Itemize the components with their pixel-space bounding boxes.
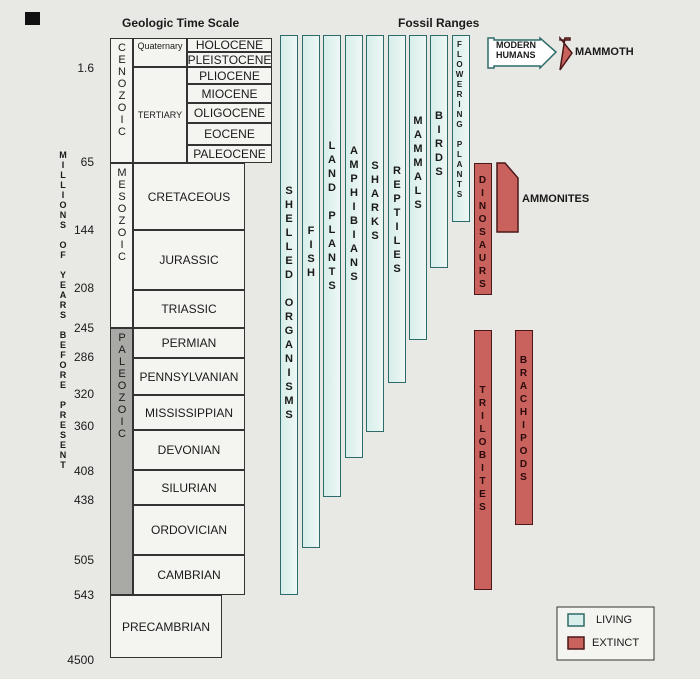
mammoth-label: MAMMOTH [575, 46, 634, 58]
era-cell [110, 163, 133, 328]
humans-arrow [487, 36, 558, 70]
extinct-bar [474, 163, 492, 295]
living-bar [430, 35, 448, 268]
epoch: PLEISTOCENE [187, 52, 272, 67]
time-label: 208 [73, 281, 94, 295]
legend-living: LIVING [596, 614, 633, 626]
time-label: 286 [73, 350, 94, 364]
living-label: SHELLED ORGANISMS [283, 185, 295, 423]
epoch: OLIGOCENE [187, 103, 272, 123]
extinct-label: DINOSAURS [477, 175, 488, 292]
living-bar [452, 35, 470, 222]
living-bar [280, 35, 298, 595]
epoch: PLIOCENE [187, 67, 272, 84]
epoch: EOCENE [187, 123, 272, 145]
period: DEVONIAN [133, 430, 245, 470]
living-bar [366, 35, 384, 432]
era-label: PALEOZOIC [116, 332, 128, 440]
living-bar [302, 35, 320, 548]
fossil-title: Fossil Ranges [398, 16, 480, 30]
legend-extinct-swatch [567, 636, 585, 650]
subdivision: TERTIARY [133, 67, 187, 163]
period: CRETACEOUS [133, 163, 245, 230]
period: CAMBRIAN [133, 555, 245, 595]
time-label: 245 [73, 321, 94, 335]
living-bar [345, 35, 363, 458]
time-label: 1.6 [77, 61, 94, 75]
time-label: 65 [80, 155, 94, 169]
extinct-bar [515, 330, 533, 525]
ammonites-shape [496, 162, 519, 233]
era-label: CENOZOIC [116, 42, 128, 138]
time-label: 320 [73, 387, 94, 401]
corner-mark [25, 12, 40, 25]
period: PENNSYLVANIAN [133, 358, 245, 395]
living-label: FISH [305, 225, 317, 281]
legend-extinct: EXTINCT [592, 637, 640, 649]
humans-label: MODERN HUMANS [496, 40, 536, 60]
time-label: 438 [73, 493, 94, 507]
living-label: REPTILES [391, 165, 403, 277]
era-cell [110, 328, 133, 595]
period: JURASSIC [133, 230, 245, 290]
living-label: LAND PLANTS [326, 140, 338, 294]
mammoth-arrow [559, 35, 573, 71]
time-label: 408 [73, 464, 94, 478]
extinct-label: BRACHIPODS [518, 355, 529, 485]
time-scale-title: Geologic Time Scale [122, 16, 240, 30]
era-label: MESOZOIC [116, 167, 128, 263]
living-label: MAMMALS [412, 115, 424, 213]
period: PERMIAN [133, 328, 245, 358]
period: ORDOVICIAN [133, 505, 245, 555]
epoch: MIOCENE [187, 84, 272, 103]
living-bar [323, 35, 341, 497]
time-label: 505 [73, 553, 94, 567]
time-label: 4500 [67, 653, 94, 667]
subdivision: Quaternary [133, 38, 187, 67]
living-label: BIRDS [433, 110, 445, 180]
time-label: 360 [73, 419, 94, 433]
period: TRIASSIC [133, 290, 245, 328]
living-label: SHARKS [369, 160, 381, 244]
living-bar [388, 35, 406, 383]
epoch: HOLOCENE [187, 38, 272, 52]
extinct-label: TRILOBITES [477, 385, 488, 515]
period: SILURIAN [133, 470, 245, 505]
era-cell [110, 38, 133, 163]
period: PRECAMBRIAN [110, 595, 222, 658]
time-label: 543 [73, 588, 94, 602]
living-label: FLOWERING PLANTS [455, 40, 464, 200]
ammonites-label: AMMONITES [522, 193, 590, 205]
living-bar [409, 35, 427, 340]
living-label: AMPHIBIANS [348, 145, 360, 285]
period: MISSISSIPPIAN [133, 395, 245, 430]
epoch: PALEOCENE [187, 145, 272, 163]
axis-label: MILLIONS OF YEARS BEFORE PRESENT [58, 150, 68, 470]
extinct-bar [474, 330, 492, 590]
legend-living-swatch [567, 613, 585, 627]
time-label: 144 [73, 223, 94, 237]
